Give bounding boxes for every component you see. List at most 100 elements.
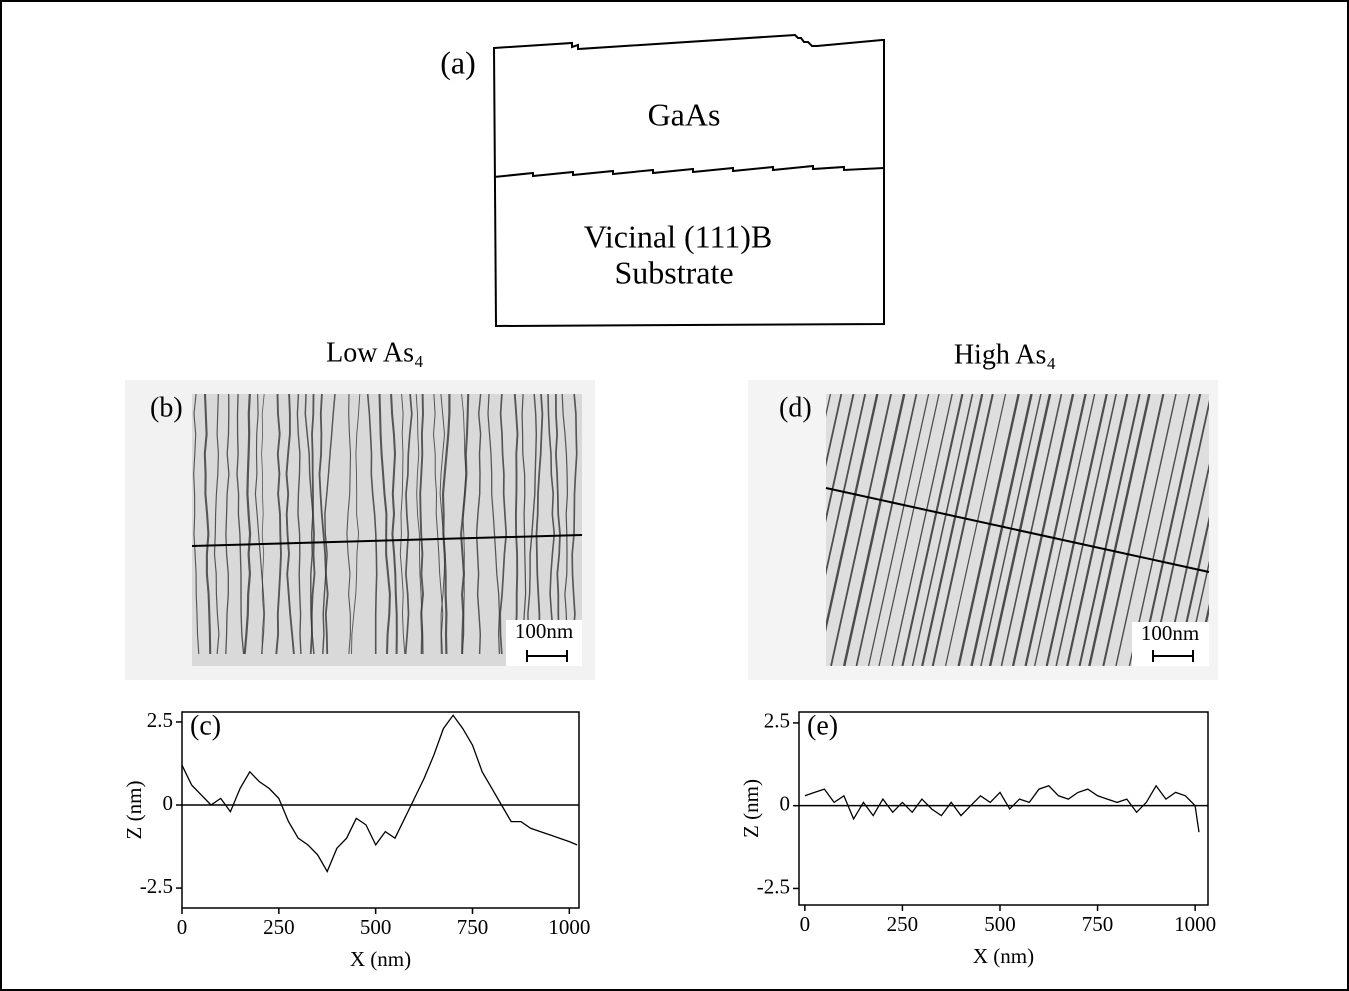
afm-step <box>236 393 245 655</box>
afm-step <box>432 393 444 655</box>
x-tick-label: 750 <box>457 915 489 939</box>
afm-step <box>547 393 556 655</box>
afm-step <box>513 393 519 655</box>
afm-step <box>378 393 391 655</box>
afm-step <box>980 394 1042 666</box>
image-title: Low As₄ <box>326 337 424 368</box>
afm-step <box>826 394 855 523</box>
afm-step <box>1164 463 1209 666</box>
afm-step <box>487 393 501 655</box>
x-tick-label: 500 <box>360 915 392 939</box>
afm-step <box>1033 394 1096 666</box>
panel-label: (c) <box>190 710 221 741</box>
afm-step <box>261 393 265 654</box>
afm-step <box>1195 603 1209 666</box>
afm-step <box>346 393 352 655</box>
afm-step <box>901 394 964 666</box>
afm-step <box>1175 515 1209 666</box>
afm-step <box>878 394 940 666</box>
y-axis-label: Z (nm) <box>122 781 146 840</box>
afm-step <box>243 393 252 655</box>
afm-step <box>1185 560 1209 666</box>
afm-step <box>1139 394 1202 666</box>
x-tick-label: 0 <box>800 912 811 936</box>
afm-step <box>970 394 1033 666</box>
y-tick-label: 2.5 <box>764 709 790 733</box>
substrate-label: Vicinal (111)B <box>584 218 773 254</box>
panel-label: (d) <box>779 392 812 423</box>
afm-step <box>419 393 424 655</box>
afm-step <box>867 394 930 666</box>
afm-step <box>366 393 378 654</box>
afm-step <box>842 394 906 666</box>
afm-step <box>561 393 570 655</box>
afm-step <box>1128 394 1191 666</box>
afm-step <box>830 394 892 666</box>
x-tick-label: 250 <box>887 912 919 936</box>
afm-step <box>535 393 544 655</box>
panel-label: (a) <box>440 44 476 80</box>
afm-step <box>527 393 538 655</box>
afm-step <box>213 393 220 655</box>
x-tick-label: 250 <box>263 915 295 939</box>
profile <box>804 784 1200 833</box>
afm-step <box>571 393 578 655</box>
afm-step <box>911 394 974 666</box>
x-tick-label: 1000 <box>548 915 590 939</box>
afm-step <box>441 394 451 655</box>
afm-step <box>296 393 302 655</box>
afm-step <box>318 393 329 655</box>
afm-steps <box>193 393 578 655</box>
afm-step <box>203 393 212 655</box>
y-tick-label: 0 <box>163 791 174 815</box>
afm-step <box>891 394 953 666</box>
scale-bar-label: 100nm <box>515 619 573 643</box>
profile-line <box>825 487 1210 573</box>
charts: -2.502.50 250 500 750 1000(c)X (nm)Z (nm)-2.… <box>122 708 1216 971</box>
afm-step <box>1150 399 1209 666</box>
afm-step <box>826 394 867 576</box>
afm-step <box>944 394 1007 666</box>
scale-bar-label: 100nm <box>1141 621 1199 645</box>
afm-step <box>1115 394 1177 666</box>
afm-step <box>460 393 470 655</box>
substrate-label: Substrate <box>614 254 733 290</box>
y-tick-label: 2.5 <box>147 708 173 732</box>
afm-step <box>1078 394 1141 666</box>
afm-step <box>475 393 482 655</box>
afm-step <box>254 393 265 655</box>
afm-step <box>1088 394 1151 666</box>
afm-step <box>304 393 315 655</box>
profile-line <box>191 534 583 547</box>
afm-step <box>225 393 230 655</box>
x-tick-label: 500 <box>984 912 1016 936</box>
x-tick-label: 750 <box>1082 912 1114 936</box>
afm-step <box>351 393 361 655</box>
y-axis-label: Z (nm) <box>739 779 763 838</box>
image-title: High As₄ <box>954 339 1056 370</box>
y-tick-label: 0 <box>780 791 791 815</box>
afm-step <box>855 394 918 666</box>
plot-frame <box>181 711 580 909</box>
afm-step <box>322 393 336 655</box>
scale-bar <box>1152 650 1194 662</box>
scale-bar-box <box>1132 622 1209 666</box>
layer-diagram <box>492 33 885 328</box>
scale-bar <box>526 650 568 662</box>
afm-step <box>931 394 994 666</box>
afm-step <box>1055 394 1117 666</box>
afm-step <box>285 393 295 655</box>
scale-bar-box <box>506 620 582 666</box>
layer-label: GaAs <box>648 96 721 132</box>
profile <box>181 714 578 873</box>
afm-step <box>826 394 879 633</box>
afm-step <box>499 393 508 655</box>
panel-label: (e) <box>807 710 838 741</box>
afm-step <box>275 393 282 655</box>
afm-step <box>193 393 200 655</box>
interface-steps <box>493 164 885 178</box>
x-tick-label: 0 <box>177 915 188 939</box>
afm-step <box>1102 394 1165 666</box>
afm-step <box>957 394 1020 666</box>
